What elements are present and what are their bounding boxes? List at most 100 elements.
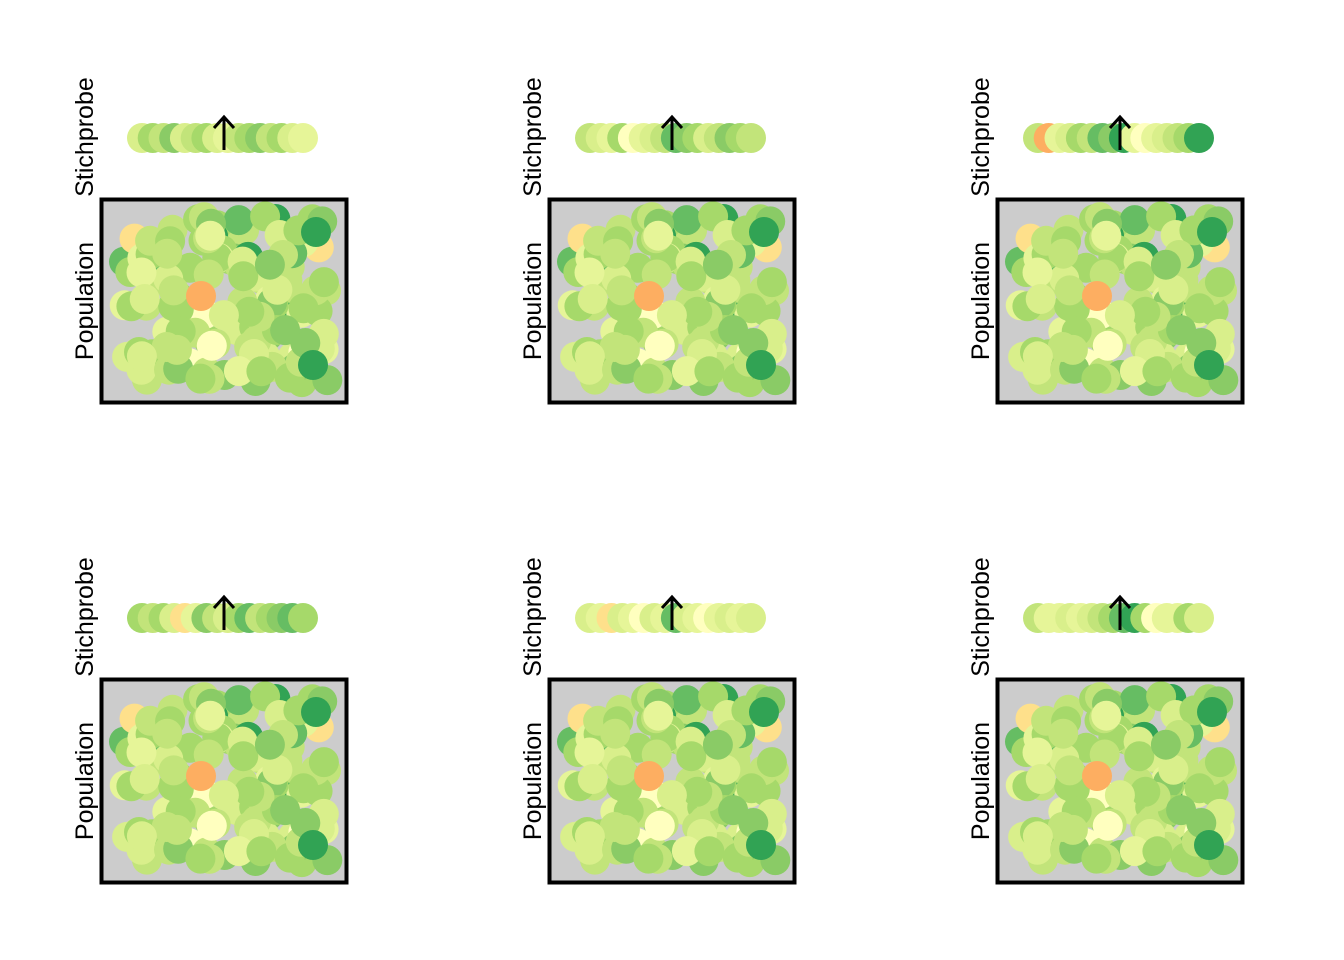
population-frame <box>547 677 797 885</box>
mean-arrow-head <box>660 114 684 130</box>
population-point <box>671 685 702 716</box>
population-point <box>1204 267 1235 298</box>
population-point <box>600 238 631 269</box>
population-point <box>1022 341 1053 372</box>
population-frame <box>547 197 797 405</box>
population-point <box>1047 812 1078 842</box>
population-point <box>196 330 227 361</box>
mean-arrow-head <box>212 114 236 130</box>
population-point <box>246 836 277 867</box>
sample-point <box>288 123 318 153</box>
population-point <box>185 363 216 394</box>
population-point <box>301 217 331 247</box>
population-point <box>270 795 301 826</box>
population-point <box>710 274 741 305</box>
population-point <box>1150 729 1181 760</box>
population-axis-label: Population <box>71 722 99 840</box>
population-point <box>1025 284 1056 314</box>
population-point <box>1082 281 1112 311</box>
population-point <box>126 821 157 852</box>
population-point <box>746 830 776 860</box>
population-point <box>126 257 157 288</box>
population-point <box>574 257 605 288</box>
sample-point <box>1184 603 1214 633</box>
population-point <box>702 249 733 280</box>
population-point <box>1197 697 1227 727</box>
population-point <box>1048 238 1079 269</box>
population-point <box>1119 356 1150 387</box>
population-point <box>644 810 675 841</box>
population-point <box>288 773 319 804</box>
panel-6: Stichprobe Population <box>967 557 1245 885</box>
population-point <box>262 754 293 785</box>
population-point <box>682 776 713 807</box>
population-point <box>1119 685 1150 716</box>
population-point <box>301 697 331 727</box>
panel-1: Stichprobe Population <box>71 77 349 405</box>
population-point <box>656 780 687 811</box>
population-point <box>298 350 328 380</box>
population-point <box>644 330 675 361</box>
population-point <box>195 700 226 731</box>
population-point <box>1130 296 1161 327</box>
population-point <box>1081 843 1112 874</box>
population-point <box>718 315 749 346</box>
population-point <box>308 747 339 778</box>
population-point <box>656 300 687 331</box>
population-point <box>151 332 182 362</box>
population-point <box>1022 737 1053 768</box>
population-point <box>1025 764 1056 794</box>
sample-points <box>127 123 318 153</box>
population-point <box>702 729 733 760</box>
population-point <box>710 754 741 785</box>
population-point <box>262 274 293 305</box>
population-points <box>109 681 343 878</box>
population-point <box>1166 315 1197 346</box>
population-point <box>694 836 725 867</box>
population-point <box>577 764 608 794</box>
population-point <box>228 741 259 772</box>
population-point <box>599 332 630 362</box>
population-point <box>1184 773 1215 804</box>
population-point <box>694 356 725 387</box>
population-point <box>682 296 713 327</box>
population-point <box>1054 275 1085 306</box>
population-point <box>1082 761 1112 791</box>
sample-points <box>127 603 318 633</box>
population-points <box>557 201 791 398</box>
population-point <box>1124 261 1155 292</box>
population-point <box>1104 780 1135 811</box>
population-point <box>152 718 183 749</box>
sample-axis-label: Stichprobe <box>519 557 547 677</box>
population-point <box>223 685 254 716</box>
panel-2: Stichprobe Population <box>519 77 797 405</box>
population-point <box>746 350 776 380</box>
population-point <box>643 220 674 251</box>
population-point <box>1022 821 1053 852</box>
population-point <box>756 267 787 298</box>
population-point <box>246 356 277 387</box>
population-point <box>1158 274 1189 305</box>
population-point <box>151 812 182 842</box>
population-point <box>671 356 702 387</box>
sample-axis-label: Stichprobe <box>519 77 547 197</box>
mean-arrow-head <box>212 594 236 610</box>
population-point <box>634 281 664 311</box>
population-point <box>1091 220 1122 251</box>
population-axis-label: Population <box>967 242 995 360</box>
sample-point <box>1184 123 1214 153</box>
population-point <box>126 737 157 768</box>
mean-arrow-head <box>1108 594 1132 610</box>
sample-axis-label: Stichprobe <box>967 77 995 197</box>
population-point <box>1166 795 1197 826</box>
panel-4: Stichprobe Population <box>71 557 349 885</box>
population-point <box>676 261 707 292</box>
population-frame <box>995 677 1245 885</box>
population-axis-label: Population <box>519 722 547 840</box>
population-axis-label: Population <box>71 242 99 360</box>
sample-point <box>288 603 318 633</box>
population-point <box>671 205 702 236</box>
population-point <box>1047 332 1078 362</box>
mean-arrow-head <box>660 594 684 610</box>
